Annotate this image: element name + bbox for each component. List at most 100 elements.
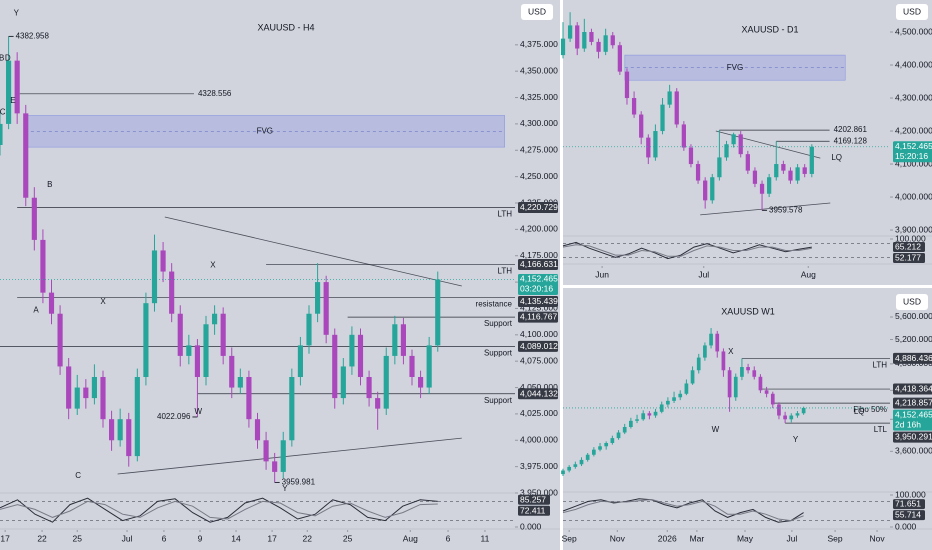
level-box-label: 4,220.729 xyxy=(520,202,558,212)
wave-label: Y xyxy=(14,8,20,17)
x-tick-label: 6 xyxy=(162,533,167,543)
candle-body xyxy=(66,366,72,409)
y-tick-label: 4,325.000 xyxy=(520,92,558,102)
level-box-label: 4,218.857 xyxy=(895,398,932,408)
candle-body xyxy=(788,170,793,181)
candle-body xyxy=(212,313,218,325)
candle-body xyxy=(733,376,738,398)
candle-body xyxy=(169,271,175,314)
candle-body xyxy=(783,415,787,420)
level-box-label: 4,044.132 xyxy=(520,388,558,398)
y-tick-label: 4,375.000 xyxy=(520,39,558,49)
osc-value-box xyxy=(893,499,925,510)
level-box-label: 3,950.291 xyxy=(895,432,932,442)
candle-body xyxy=(660,104,665,132)
x-tick-label: Nov xyxy=(869,533,885,543)
candle-body xyxy=(340,366,346,399)
oscillator-line xyxy=(562,498,804,522)
y-tick-label: 4,500.000 xyxy=(895,26,932,36)
candle-body xyxy=(237,377,243,388)
candle-body xyxy=(74,387,80,409)
osc-value-label: 71.651 xyxy=(895,499,921,509)
x-tick-label: May xyxy=(737,533,754,543)
y-tick-label: 4,175.000 xyxy=(520,250,558,260)
osc-tick-label: 100.000 xyxy=(895,233,926,243)
wave-label: B xyxy=(0,54,4,63)
candle-body xyxy=(624,71,630,99)
candle-body xyxy=(752,170,758,184)
candle-body xyxy=(767,177,772,194)
candle-body xyxy=(100,377,106,420)
currency-label: USD xyxy=(903,296,921,306)
level-label: 4169.128 xyxy=(834,136,868,145)
y-tick-label: 3,900.000 xyxy=(895,224,932,234)
candle-body xyxy=(666,400,670,405)
level-box xyxy=(893,383,932,395)
candle-body xyxy=(717,157,722,178)
candle-body xyxy=(254,419,261,441)
level-box xyxy=(518,202,558,214)
candle-body xyxy=(622,426,627,433)
y-tick-label: 4,100.000 xyxy=(520,329,558,339)
candle-body xyxy=(809,146,814,174)
candle-body xyxy=(653,411,658,416)
oscillator-line xyxy=(562,244,812,257)
wave-label: LQ xyxy=(854,407,865,416)
current-price-box xyxy=(893,141,932,163)
panel-divider xyxy=(560,0,563,550)
x-tick-label: 25 xyxy=(343,533,353,543)
candle-body xyxy=(229,355,235,388)
candle-body xyxy=(246,377,252,420)
level-label: Support xyxy=(484,319,513,328)
candle-body xyxy=(289,377,295,441)
candle-body xyxy=(357,334,364,377)
wave-label: E xyxy=(10,96,15,105)
y-tick-label: 4,275.000 xyxy=(520,145,558,155)
level-box xyxy=(893,397,932,409)
y-tick-label: 4,025.000 xyxy=(520,408,558,418)
candle-body xyxy=(703,180,708,201)
x-tick-label: 6 xyxy=(446,533,451,543)
candle-body xyxy=(684,383,689,394)
x-tick-label: Jul xyxy=(698,269,709,279)
wave-label: LQ xyxy=(831,153,842,162)
x-tick-label: 22 xyxy=(37,533,47,543)
y-tick-label: 4,050.000 xyxy=(520,382,558,392)
candle-body xyxy=(349,334,355,367)
y-tick-label: 4,000.000 xyxy=(520,435,558,445)
y-tick-label: 4,200.000 xyxy=(520,224,558,234)
level-box-label: 4,135.439 xyxy=(520,296,558,306)
x-tick-label: Aug xyxy=(403,533,418,543)
osc-value-box xyxy=(893,242,925,253)
candle-body xyxy=(582,32,587,49)
candle-body xyxy=(696,357,701,371)
candle-body xyxy=(659,404,664,412)
wave-label: C xyxy=(0,107,6,116)
level-box xyxy=(893,431,932,443)
level-label: resistance xyxy=(476,300,513,309)
candle-body xyxy=(392,324,398,356)
wave-label: C xyxy=(75,471,81,480)
candle-body xyxy=(567,466,572,471)
wave-label: W xyxy=(712,425,720,434)
oscillator-line xyxy=(562,241,812,260)
osc-value-box xyxy=(893,510,925,521)
candle-body xyxy=(589,32,594,42)
level-box-label: 4,116.767 xyxy=(520,312,557,322)
candle-body xyxy=(617,45,623,72)
wave-label: X xyxy=(210,260,216,269)
candle-body xyxy=(603,35,608,52)
candle-body xyxy=(306,313,312,346)
candle-body xyxy=(715,333,720,352)
candle-body xyxy=(690,370,695,384)
y-tick-label: 4,000.000 xyxy=(895,191,932,201)
candle-body xyxy=(91,377,97,399)
trendline xyxy=(700,202,831,216)
osc-tick-label: 0.000 xyxy=(520,521,542,531)
x-tick-label: Mar xyxy=(690,533,705,543)
y-tick-label: 5,600.000 xyxy=(895,311,932,321)
candle-body xyxy=(745,154,750,171)
current-price-label: 4,152.465 xyxy=(895,141,932,151)
